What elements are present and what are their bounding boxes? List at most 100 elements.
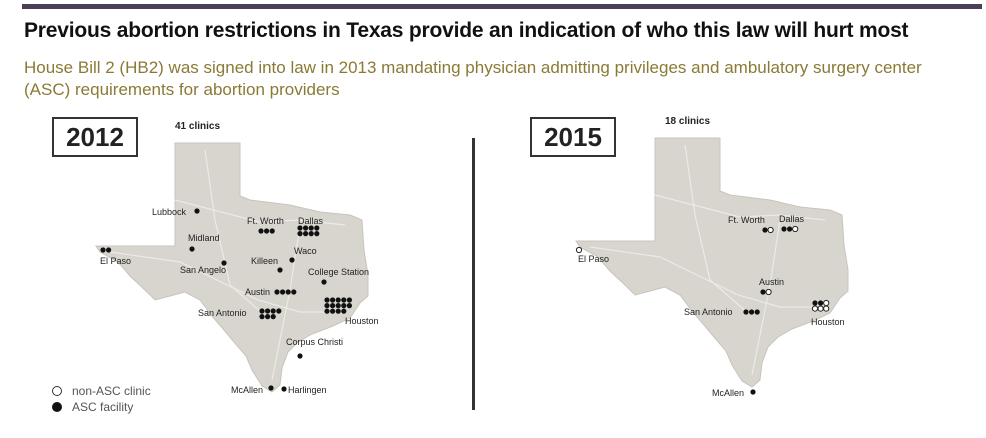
asc-facility-marker-houston-2012 <box>324 297 330 303</box>
asc-facility-marker-dallas-2015 <box>787 226 793 232</box>
year-label-2015: 2015 <box>530 117 616 157</box>
asc-facility-marker-ft-worth-2012 <box>264 228 270 234</box>
label-austin-2012: Austin <box>245 287 270 297</box>
asc-facility-marker-dallas-2012 <box>314 231 320 237</box>
clinic-count-2012: 41 clinics <box>175 121 221 132</box>
label-sanangelo-2012: San Angelo <box>180 265 226 275</box>
label-dallas-2012: Dallas <box>298 216 324 226</box>
asc-facility-marker-mcallen-2012 <box>268 385 274 391</box>
asc-facility-marker-san-antonio-2012 <box>265 308 271 314</box>
slide-subtitle: House Bill 2 (HB2) was signed into law i… <box>24 58 922 99</box>
label-lubbock-2012: Lubbock <box>152 207 187 217</box>
asc-facility-marker-houston-2012 <box>346 303 352 309</box>
asc-facility-marker-austin-2012 <box>280 289 286 295</box>
asc-facility-marker-san-antonio-2012 <box>270 314 276 320</box>
asc-facility-marker-dallas-2012 <box>303 231 309 237</box>
non-asc-clinic-marker-dallas-2015 <box>792 225 799 233</box>
label-sanantonio-2015: San Antonio <box>684 307 733 317</box>
label-waco-2012: Waco <box>294 246 317 256</box>
city-labels-2015: Ft. Worth Dallas El Paso Austin San Anto… <box>578 214 845 398</box>
accent-bar <box>22 4 982 9</box>
map-divider <box>472 138 475 410</box>
slide-title: Previous abortion restrictions in Texas … <box>24 19 909 42</box>
legend-item-asc: ASC facility <box>52 399 151 415</box>
asc-facility-marker-houston-2015 <box>818 300 824 306</box>
asc-facility-marker-el-paso-2012 <box>106 247 112 253</box>
label-houston-2015: Houston <box>811 317 845 327</box>
asc-facility-marker-austin-2012 <box>291 289 297 295</box>
asc-facility-marker-houston-2012 <box>324 303 330 309</box>
asc-facility-marker-houston-2012 <box>330 308 336 314</box>
asc-facility-marker-dallas-2012 <box>297 225 303 231</box>
legend: non-ASC clinic ASC facility <box>52 383 151 415</box>
asc-facility-marker-houston-2012 <box>346 297 352 303</box>
asc-facility-marker-san-angelo-2012 <box>221 260 227 266</box>
label-collegestation-2012: College Station <box>308 267 369 277</box>
asc-facility-marker-san-antonio-2012 <box>270 308 276 314</box>
asc-facility-marker-houston-2012 <box>330 303 336 309</box>
non-asc-clinic-marker-houston-2015 <box>817 305 824 312</box>
label-killeen-2012: Killeen <box>251 256 278 266</box>
asc-facility-marker-dallas-2012 <box>303 225 309 231</box>
asc-facility-marker-san-antonio-2015 <box>749 309 755 315</box>
label-mcallen-2015: McAllen <box>712 388 744 398</box>
non-asc-clinic-marker-houston-2015 <box>823 299 830 307</box>
clinic-count-2015: 18 clinics <box>665 116 711 127</box>
asc-facility-marker-san-antonio-2012 <box>259 308 265 314</box>
asc-facility-marker-austin-2015 <box>760 289 766 295</box>
asc-facility-marker-austin-2012 <box>285 289 291 295</box>
legend-item-non-asc: non-ASC clinic <box>52 383 151 399</box>
non-asc-clinic-marker-el-paso-2015 <box>575 246 583 254</box>
label-elpaso-2015: El Paso <box>578 254 609 264</box>
asc-facility-marker-san-antonio-2015 <box>754 309 760 315</box>
asc-facility-marker-san-antonio-2012 <box>276 308 282 314</box>
asc-facility-marker-killeen-2012 <box>277 267 283 273</box>
asc-facility-marker-houston-2012 <box>335 308 341 314</box>
asc-facility-marker-austin-2012 <box>274 289 280 295</box>
non-asc-clinic-marker-austin-2015 <box>765 288 772 296</box>
asc-facility-marker-san-antonio-2012 <box>259 314 265 320</box>
asc-facility-marker-houston-2012 <box>341 303 347 309</box>
label-ftworth-2015: Ft. Worth <box>728 215 765 225</box>
label-mcallen-2012: McAllen <box>231 385 263 395</box>
filled-circle-icon <box>52 402 62 412</box>
bottom-haze <box>0 330 986 438</box>
asc-facility-marker-houston-2012 <box>330 297 336 303</box>
label-ftworth-2012: Ft. Worth <box>247 216 284 226</box>
asc-facility-marker-dallas-2012 <box>314 225 320 231</box>
asc-facility-marker-waco-2012 <box>289 257 295 263</box>
label-midland-2012: Midland <box>188 233 220 243</box>
year-label-2012: 2012 <box>52 117 138 157</box>
non-asc-clinic-marker-ft-worth-2015 <box>767 226 774 234</box>
asc-facility-marker-harlingen-2012 <box>281 386 287 392</box>
label-dallas-2015: Dallas <box>779 214 805 224</box>
asc-facility-marker-ft-worth-2012 <box>269 228 275 234</box>
label-elpaso-2012: El Paso <box>100 256 131 266</box>
asc-facility-marker-houston-2012 <box>341 308 347 314</box>
city-labels-2012: Lubbock Ft. Worth Dallas Midland El Paso… <box>100 207 379 395</box>
asc-facility-marker-san-antonio-2015 <box>743 309 749 315</box>
legend-label-non-asc: non-ASC clinic <box>72 384 151 398</box>
asc-facility-marker-lubbock-2012 <box>194 208 200 214</box>
asc-facility-marker-houston-2012 <box>341 297 347 303</box>
asc-facility-marker-houston-2015 <box>812 300 818 306</box>
asc-facility-marker-ft-worth-2012 <box>258 228 264 234</box>
asc-facility-marker-dallas-2012 <box>297 231 303 237</box>
label-sanantonio-2012: San Antonio <box>198 308 247 318</box>
label-houston-2012: Houston <box>345 316 379 326</box>
asc-facility-marker-college-station-2012 <box>321 279 327 285</box>
asc-facility-marker-dallas-2012 <box>308 231 314 237</box>
asc-facility-marker-midland-2012 <box>189 246 195 252</box>
asc-facility-marker-houston-2012 <box>335 297 341 303</box>
legend-label-asc: ASC facility <box>72 400 134 414</box>
non-asc-clinic-marker-houston-2015 <box>811 305 819 312</box>
asc-facility-marker-el-paso-2012 <box>100 247 106 253</box>
asc-facility-marker-san-antonio-2012 <box>265 314 271 320</box>
asc-facility-marker-houston-2012 <box>335 303 341 309</box>
label-harlingen-2012: Harlingen <box>288 385 327 395</box>
label-corpuschristi-2012: Corpus Christi <box>286 337 343 347</box>
clinic-markers <box>100 208 830 395</box>
asc-facility-marker-dallas-2015 <box>781 226 787 232</box>
asc-facility-marker-houston-2012 <box>324 308 330 314</box>
